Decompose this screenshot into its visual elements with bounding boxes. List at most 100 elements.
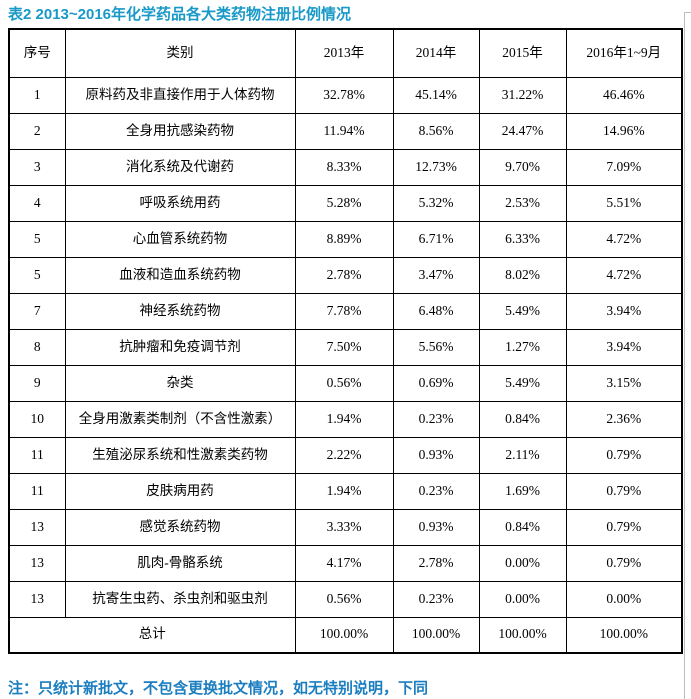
total-value-cell: 100.00% [478, 616, 567, 654]
row-category-cell: 全身用激素类制剂（不含性激素） [64, 400, 296, 438]
row-value-cell: 2.78% [392, 544, 480, 582]
row-value-cell: 4.72% [565, 256, 683, 294]
total-value-cell: 100.00% [565, 616, 683, 654]
row-value-cell: 1.69% [478, 472, 567, 510]
table-row: 8 抗肿瘤和免疫调节剂 7.50% 5.56% 1.27% 3.94% [8, 328, 683, 366]
header-cell-2014: 2014年 [392, 28, 480, 78]
row-category-cell: 杂类 [64, 364, 296, 402]
row-no-cell: 13 [8, 580, 66, 618]
row-value-cell: 0.84% [478, 400, 567, 438]
row-value-cell: 3.94% [565, 328, 683, 366]
row-value-cell: 0.69% [392, 364, 480, 402]
row-no-cell: 10 [8, 400, 66, 438]
row-no-cell: 13 [8, 508, 66, 546]
row-no-cell: 7 [8, 292, 66, 330]
row-value-cell: 46.46% [565, 76, 683, 114]
row-value-cell: 0.56% [294, 364, 394, 402]
row-no-cell: 5 [8, 220, 66, 258]
row-value-cell: 14.96% [565, 112, 683, 150]
row-no-cell: 9 [8, 364, 66, 402]
footnote: 注：只统计新批文，不包含更换批文情况，如无特别说明，下同 [8, 680, 429, 697]
row-no-cell: 2 [8, 112, 66, 150]
row-value-cell: 2.22% [294, 436, 394, 474]
row-category-cell: 神经系统药物 [64, 292, 296, 330]
table-header-row: 序号 类别 2013年 2014年 2015年 2016年1~9月 [8, 28, 683, 78]
row-value-cell: 5.49% [478, 364, 567, 402]
table-row: 5 血液和造血系统药物 2.78% 3.47% 8.02% 4.72% [8, 256, 683, 294]
row-value-cell: 2.11% [478, 436, 567, 474]
row-value-cell: 5.32% [392, 184, 480, 222]
row-value-cell: 5.49% [478, 292, 567, 330]
row-value-cell: 45.14% [392, 76, 480, 114]
table-row: 10 全身用激素类制剂（不含性激素） 1.94% 0.23% 0.84% 2.3… [8, 400, 683, 438]
row-value-cell: 0.93% [392, 436, 480, 474]
row-value-cell: 0.93% [392, 508, 480, 546]
row-value-cell: 8.02% [478, 256, 567, 294]
header-cell-2013: 2013年 [294, 28, 394, 78]
total-value-cell: 100.00% [294, 616, 394, 654]
row-value-cell: 0.00% [565, 580, 683, 618]
row-no-cell: 13 [8, 544, 66, 582]
table-row: 11 皮肤病用药 1.94% 0.23% 1.69% 0.79% [8, 472, 683, 510]
row-no-cell: 3 [8, 148, 66, 186]
row-value-cell: 24.47% [478, 112, 567, 150]
table-row: 13 抗寄生虫药、杀虫剂和驱虫剂 0.56% 0.23% 0.00% 0.00% [8, 580, 683, 618]
table-row: 9 杂类 0.56% 0.69% 5.49% 3.15% [8, 364, 683, 402]
row-category-cell: 皮肤病用药 [64, 472, 296, 510]
row-value-cell: 6.48% [392, 292, 480, 330]
row-value-cell: 7.78% [294, 292, 394, 330]
row-value-cell: 0.79% [565, 508, 683, 546]
row-category-cell: 消化系统及代谢药 [64, 148, 296, 186]
total-label-cell: 总计 [8, 616, 296, 654]
row-category-cell: 肌肉-骨骼系统 [64, 544, 296, 582]
right-edge-guide-line [684, 12, 685, 699]
row-value-cell: 3.47% [392, 256, 480, 294]
table-row: 4 呼吸系统用药 5.28% 5.32% 2.53% 5.51% [8, 184, 683, 222]
row-no-cell: 1 [8, 76, 66, 114]
row-value-cell: 1.94% [294, 400, 394, 438]
row-value-cell: 3.15% [565, 364, 683, 402]
row-no-cell: 8 [8, 328, 66, 366]
page-title: 表2 2013~2016年化学药品各大类药物注册比例情况 [8, 6, 352, 23]
row-value-cell: 11.94% [294, 112, 394, 150]
row-value-cell: 8.56% [392, 112, 480, 150]
row-value-cell: 3.94% [565, 292, 683, 330]
header-cell-2015: 2015年 [478, 28, 567, 78]
header-cell-2016: 2016年1~9月 [565, 28, 683, 78]
row-value-cell: 5.28% [294, 184, 394, 222]
table-row: 11 生殖泌尿系统和性激素类药物 2.22% 0.93% 2.11% 0.79% [8, 436, 683, 474]
right-edge-guide-line-top [684, 12, 691, 13]
row-value-cell: 0.23% [392, 580, 480, 618]
row-value-cell: 6.71% [392, 220, 480, 258]
table-total-row: 总计 100.00% 100.00% 100.00% 100.00% [8, 616, 683, 654]
row-value-cell: 9.70% [478, 148, 567, 186]
row-value-cell: 0.23% [392, 400, 480, 438]
row-value-cell: 0.79% [565, 436, 683, 474]
row-category-cell: 原料药及非直接作用于人体药物 [64, 76, 296, 114]
row-category-cell: 全身用抗感染药物 [64, 112, 296, 150]
header-cell-category: 类别 [64, 28, 296, 78]
row-category-cell: 抗寄生虫药、杀虫剂和驱虫剂 [64, 580, 296, 618]
row-value-cell: 5.51% [565, 184, 683, 222]
table-row: 3 消化系统及代谢药 8.33% 12.73% 9.70% 7.09% [8, 148, 683, 186]
row-value-cell: 5.56% [392, 328, 480, 366]
row-category-cell: 感觉系统药物 [64, 508, 296, 546]
drug-registration-table: 序号 类别 2013年 2014年 2015年 2016年1~9月 1 原料药及… [8, 28, 683, 654]
row-value-cell: 1.94% [294, 472, 394, 510]
row-value-cell: 8.89% [294, 220, 394, 258]
row-value-cell: 2.36% [565, 400, 683, 438]
row-value-cell: 7.09% [565, 148, 683, 186]
table-row: 13 感觉系统药物 3.33% 0.93% 0.84% 0.79% [8, 508, 683, 546]
row-value-cell: 2.53% [478, 184, 567, 222]
row-category-cell: 抗肿瘤和免疫调节剂 [64, 328, 296, 366]
row-value-cell: 0.00% [478, 580, 567, 618]
header-cell-no: 序号 [8, 28, 66, 78]
row-category-cell: 生殖泌尿系统和性激素类药物 [64, 436, 296, 474]
table-row: 2 全身用抗感染药物 11.94% 8.56% 24.47% 14.96% [8, 112, 683, 150]
row-no-cell: 5 [8, 256, 66, 294]
row-value-cell: 32.78% [294, 76, 394, 114]
table-row: 5 心血管系统药物 8.89% 6.71% 6.33% 4.72% [8, 220, 683, 258]
row-value-cell: 31.22% [478, 76, 567, 114]
row-value-cell: 4.72% [565, 220, 683, 258]
row-no-cell: 11 [8, 436, 66, 474]
